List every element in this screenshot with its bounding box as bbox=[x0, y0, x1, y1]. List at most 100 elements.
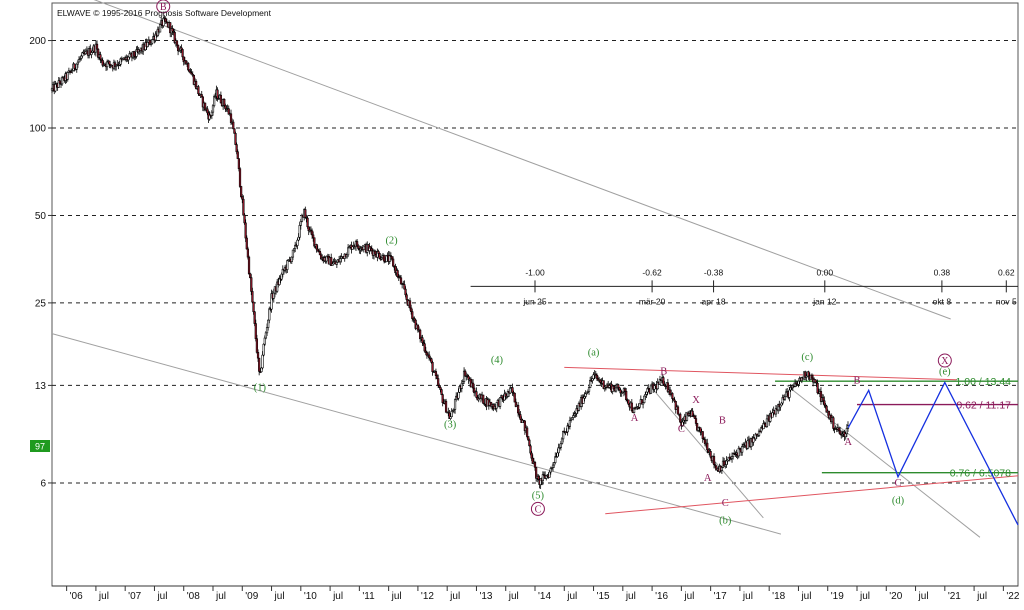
candle-body bbox=[568, 420, 572, 427]
candle-body bbox=[335, 261, 338, 265]
wave-label: (a) bbox=[588, 347, 600, 358]
candle-body bbox=[390, 256, 394, 260]
candle-body bbox=[649, 385, 653, 394]
last-price-badge bbox=[30, 440, 50, 452]
y-axis: 200 100 50 25 13 6 bbox=[29, 36, 52, 489]
wave-label: B bbox=[719, 416, 726, 427]
candle-body bbox=[602, 380, 605, 389]
ruler-date-label: mär 20 bbox=[639, 296, 666, 306]
candle-body bbox=[339, 258, 342, 263]
candle-body bbox=[252, 301, 255, 313]
candle-body bbox=[133, 51, 136, 57]
candle-body bbox=[533, 461, 537, 468]
candle-body bbox=[219, 94, 222, 104]
wave-label: (c) bbox=[801, 352, 813, 363]
candle-body bbox=[374, 250, 377, 255]
channel-line bbox=[93, 0, 951, 320]
candle-body bbox=[501, 395, 504, 399]
candle-body bbox=[378, 253, 381, 259]
candle-body bbox=[268, 308, 271, 321]
candle-body bbox=[246, 248, 250, 258]
candle-body bbox=[541, 474, 544, 482]
candle-body bbox=[81, 52, 84, 57]
candle-body bbox=[247, 256, 251, 274]
candle-body bbox=[265, 327, 269, 334]
candle-body bbox=[99, 54, 102, 60]
candle-body bbox=[304, 209, 307, 218]
candle-body bbox=[514, 401, 517, 407]
candle-body bbox=[810, 374, 814, 379]
x-tick-label: jul bbox=[800, 591, 811, 602]
x-tick-label: jul bbox=[918, 591, 929, 602]
candle-body bbox=[528, 439, 531, 447]
x-tick-label: jul bbox=[625, 591, 636, 602]
candle-body bbox=[560, 438, 564, 445]
candle-body bbox=[837, 427, 841, 432]
candle-body bbox=[475, 391, 478, 398]
candle-body bbox=[438, 385, 441, 388]
candle-body bbox=[236, 151, 239, 159]
x-tick-label: '20 bbox=[889, 591, 902, 602]
wave-label: C bbox=[894, 478, 901, 489]
candle-body bbox=[385, 254, 388, 262]
fibonacci-levels: 1.00 / 13.44 0.62 / 11.17 0.76 / 6.5078 bbox=[775, 376, 1018, 480]
ruler-ratio-label: -0.62 bbox=[642, 267, 662, 277]
candle-body bbox=[495, 402, 498, 409]
candle-body bbox=[548, 471, 551, 478]
candle-body bbox=[216, 89, 219, 99]
candle-body bbox=[316, 248, 319, 252]
candle-body bbox=[551, 464, 555, 468]
candle-body bbox=[643, 395, 646, 403]
wave-label: X bbox=[941, 356, 949, 367]
candle-body bbox=[807, 371, 810, 377]
candle-body bbox=[95, 43, 99, 50]
x-tick-label: jul bbox=[274, 591, 285, 602]
candle-body bbox=[146, 41, 149, 47]
candle-body bbox=[441, 394, 444, 403]
candle-body bbox=[444, 400, 448, 413]
candle-body bbox=[296, 239, 299, 246]
y-tick-label: 13 bbox=[35, 381, 47, 392]
x-tick-label: jul bbox=[156, 591, 167, 602]
wave-label: B bbox=[660, 366, 667, 377]
candle-body bbox=[377, 251, 380, 254]
copyright-text: ELWAVE © 1995-2016 Prognosis Software De… bbox=[57, 8, 272, 18]
x-tick-label: '15 bbox=[597, 591, 610, 602]
candle-body bbox=[244, 222, 247, 239]
ruler-ratio-label: 0.38 bbox=[934, 267, 951, 277]
candle-body bbox=[638, 403, 641, 408]
candle-body bbox=[197, 86, 200, 95]
candle-body bbox=[797, 380, 800, 385]
candle-body bbox=[229, 113, 233, 123]
candle-body bbox=[762, 423, 765, 430]
candle-body bbox=[423, 343, 426, 352]
x-tick-label: '10 bbox=[304, 591, 317, 602]
candle-body bbox=[290, 256, 293, 262]
x-tick-label: '09 bbox=[245, 591, 258, 602]
x-tick-label: jul bbox=[859, 591, 870, 602]
candle-body bbox=[286, 260, 289, 270]
candle-body bbox=[370, 248, 373, 252]
candle-body bbox=[746, 440, 749, 449]
candle-body bbox=[457, 391, 460, 399]
wave-label: (3) bbox=[444, 420, 457, 431]
candle-body bbox=[164, 18, 167, 23]
fib-level-label: 1.00 / 13.44 bbox=[956, 376, 1012, 388]
candle-body bbox=[741, 446, 744, 453]
candle-body bbox=[757, 430, 761, 436]
ruler-ratio-label: 0.00 bbox=[817, 267, 834, 277]
candle-body bbox=[233, 128, 236, 134]
candle-body bbox=[77, 59, 81, 63]
candle-body bbox=[612, 385, 615, 390]
candle-body bbox=[297, 236, 300, 241]
candle-body bbox=[630, 402, 633, 411]
candle-body bbox=[513, 392, 516, 403]
channel-line bbox=[564, 366, 957, 381]
x-tick-label: jul bbox=[98, 591, 109, 602]
candle-body bbox=[261, 354, 264, 369]
candle-body bbox=[347, 247, 350, 256]
x-tick-label: '17 bbox=[714, 591, 727, 602]
y-tick-label: 6 bbox=[40, 478, 46, 489]
candle-body bbox=[291, 249, 295, 258]
